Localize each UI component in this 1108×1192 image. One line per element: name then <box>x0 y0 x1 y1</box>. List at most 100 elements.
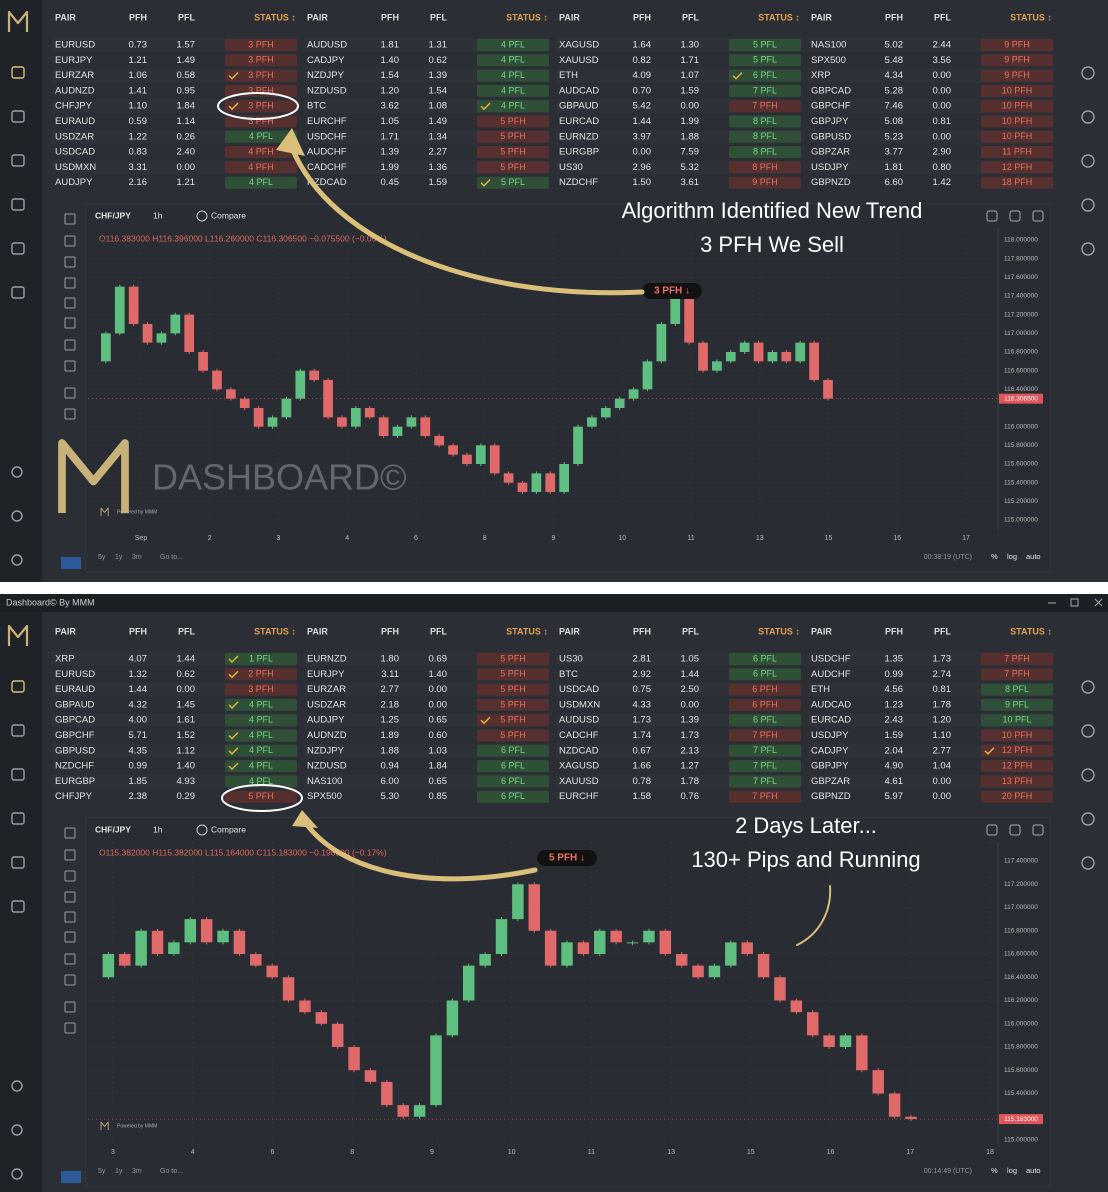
pfh: 5.71 <box>129 730 148 741</box>
side-icon[interactable] <box>1081 110 1095 124</box>
scale-button[interactable]: auto <box>1026 1166 1041 1175</box>
drawing-tool[interactable] <box>64 297 76 309</box>
drawing-tool[interactable] <box>64 213 76 225</box>
nav-icon[interactable] <box>11 856 25 869</box>
chart-button[interactable] <box>1032 824 1044 836</box>
pair: EURZAR <box>307 684 346 695</box>
drawing-tool[interactable] <box>64 827 76 839</box>
range-button[interactable]: 1y <box>115 554 123 561</box>
nav-icon[interactable] <box>11 768 25 781</box>
nav-icon[interactable] <box>11 110 25 123</box>
nav-icon[interactable] <box>11 724 25 737</box>
nav-icon[interactable] <box>11 198 25 211</box>
drawing-tool[interactable] <box>64 360 76 372</box>
status: 4 PFL <box>249 177 273 187</box>
status: 6 PFL <box>753 653 777 663</box>
pfl: 1.78 <box>933 699 952 710</box>
signal-pill <box>642 283 702 299</box>
drawing-tool[interactable] <box>64 339 76 351</box>
drawing-tool[interactable] <box>64 317 76 329</box>
side-icon[interactable] <box>1081 856 1095 870</box>
compare[interactable]: Compare <box>211 210 246 220</box>
pfh: 1.44 <box>129 684 148 695</box>
nav-icon[interactable] <box>11 1080 23 1092</box>
scroll-button[interactable] <box>61 1171 81 1183</box>
drawing-tool[interactable] <box>64 974 76 986</box>
pair: USDCAD <box>559 684 599 695</box>
side-icon[interactable] <box>1081 154 1095 168</box>
drawing-tool[interactable] <box>64 1022 76 1034</box>
goto[interactable]: Go to... <box>160 554 183 561</box>
side-icon[interactable] <box>1081 66 1095 80</box>
side-icon[interactable] <box>1081 242 1095 256</box>
drawing-tool[interactable] <box>64 235 76 247</box>
range-button[interactable]: 3m <box>132 554 142 561</box>
nav-icon[interactable] <box>11 680 25 693</box>
drawing-tool[interactable] <box>64 277 76 289</box>
range-button[interactable]: 1y <box>115 1168 123 1175</box>
chart-button[interactable] <box>1009 210 1021 222</box>
symbol[interactable]: CHF/JPY <box>95 210 131 220</box>
symbol[interactable]: CHF/JPY <box>95 824 131 834</box>
nav-icon[interactable] <box>11 1124 23 1136</box>
scroll-button[interactable] <box>61 557 81 569</box>
pair: EURCHF <box>307 116 347 127</box>
goto[interactable]: Go to... <box>160 1168 183 1175</box>
scale-button[interactable]: % <box>991 552 998 561</box>
drawing-tool[interactable] <box>64 931 76 943</box>
interval[interactable]: 1h <box>153 824 163 834</box>
pair: GBPZAR <box>811 147 850 158</box>
candle <box>184 314 195 352</box>
interval[interactable]: 1h <box>153 210 163 220</box>
status: 7 PFH <box>752 791 778 801</box>
drawing-tool[interactable] <box>64 1001 76 1013</box>
x-tick-label: 10 <box>508 1149 516 1156</box>
nav-icon[interactable] <box>11 900 25 913</box>
side-icon[interactable] <box>1081 724 1095 738</box>
nav-icon[interactable] <box>11 812 25 825</box>
drawing-tool[interactable] <box>64 408 76 420</box>
status-pill <box>477 683 549 696</box>
pfh: 4.34 <box>885 70 904 81</box>
pfh: 0.59 <box>129 116 148 127</box>
scale-button[interactable]: % <box>991 1166 998 1175</box>
side-icon[interactable] <box>1081 680 1095 694</box>
status: 11 PFH <box>1002 146 1032 156</box>
scale-button[interactable]: log <box>1007 552 1017 561</box>
side-icon[interactable] <box>1081 812 1095 826</box>
y-tick-label: 116.600000 <box>1004 951 1038 958</box>
nav-icon[interactable] <box>11 286 25 299</box>
drawing-tool[interactable] <box>64 891 76 903</box>
drawing-tool[interactable] <box>64 911 76 923</box>
chart-button[interactable] <box>986 824 998 836</box>
drawing-tool[interactable] <box>64 256 76 268</box>
range-button[interactable]: 5y <box>98 1168 106 1175</box>
x-tick-label: 6 <box>414 535 418 542</box>
candle <box>337 417 347 427</box>
range-button[interactable]: 3m <box>132 1168 142 1175</box>
nav-icon[interactable] <box>11 242 25 255</box>
drawing-tool[interactable] <box>64 387 76 399</box>
x-tick-label: 17 <box>906 1149 914 1156</box>
drawing-tool[interactable] <box>64 953 76 965</box>
nav-icon[interactable] <box>11 554 23 566</box>
nav-icon[interactable] <box>11 510 23 522</box>
side-icon[interactable] <box>1081 198 1095 212</box>
scale-button[interactable]: auto <box>1026 552 1041 561</box>
drawing-tool[interactable] <box>64 870 76 882</box>
window-controls[interactable] <box>1048 598 1103 607</box>
nav-icon[interactable] <box>11 466 23 478</box>
x-tick-label: 18 <box>986 1149 994 1156</box>
candle <box>170 314 181 334</box>
range-button[interactable]: 5y <box>98 554 106 561</box>
chart-button[interactable] <box>1009 824 1021 836</box>
scale-button[interactable]: log <box>1007 1166 1017 1175</box>
nav-icon[interactable] <box>11 66 25 79</box>
side-icon[interactable] <box>1081 768 1095 782</box>
drawing-tool[interactable] <box>64 849 76 861</box>
chart-button[interactable] <box>1032 210 1044 222</box>
nav-icon[interactable] <box>11 154 25 167</box>
compare[interactable]: Compare <box>211 824 246 834</box>
chart-button[interactable] <box>986 210 998 222</box>
nav-icon[interactable] <box>11 1168 23 1180</box>
